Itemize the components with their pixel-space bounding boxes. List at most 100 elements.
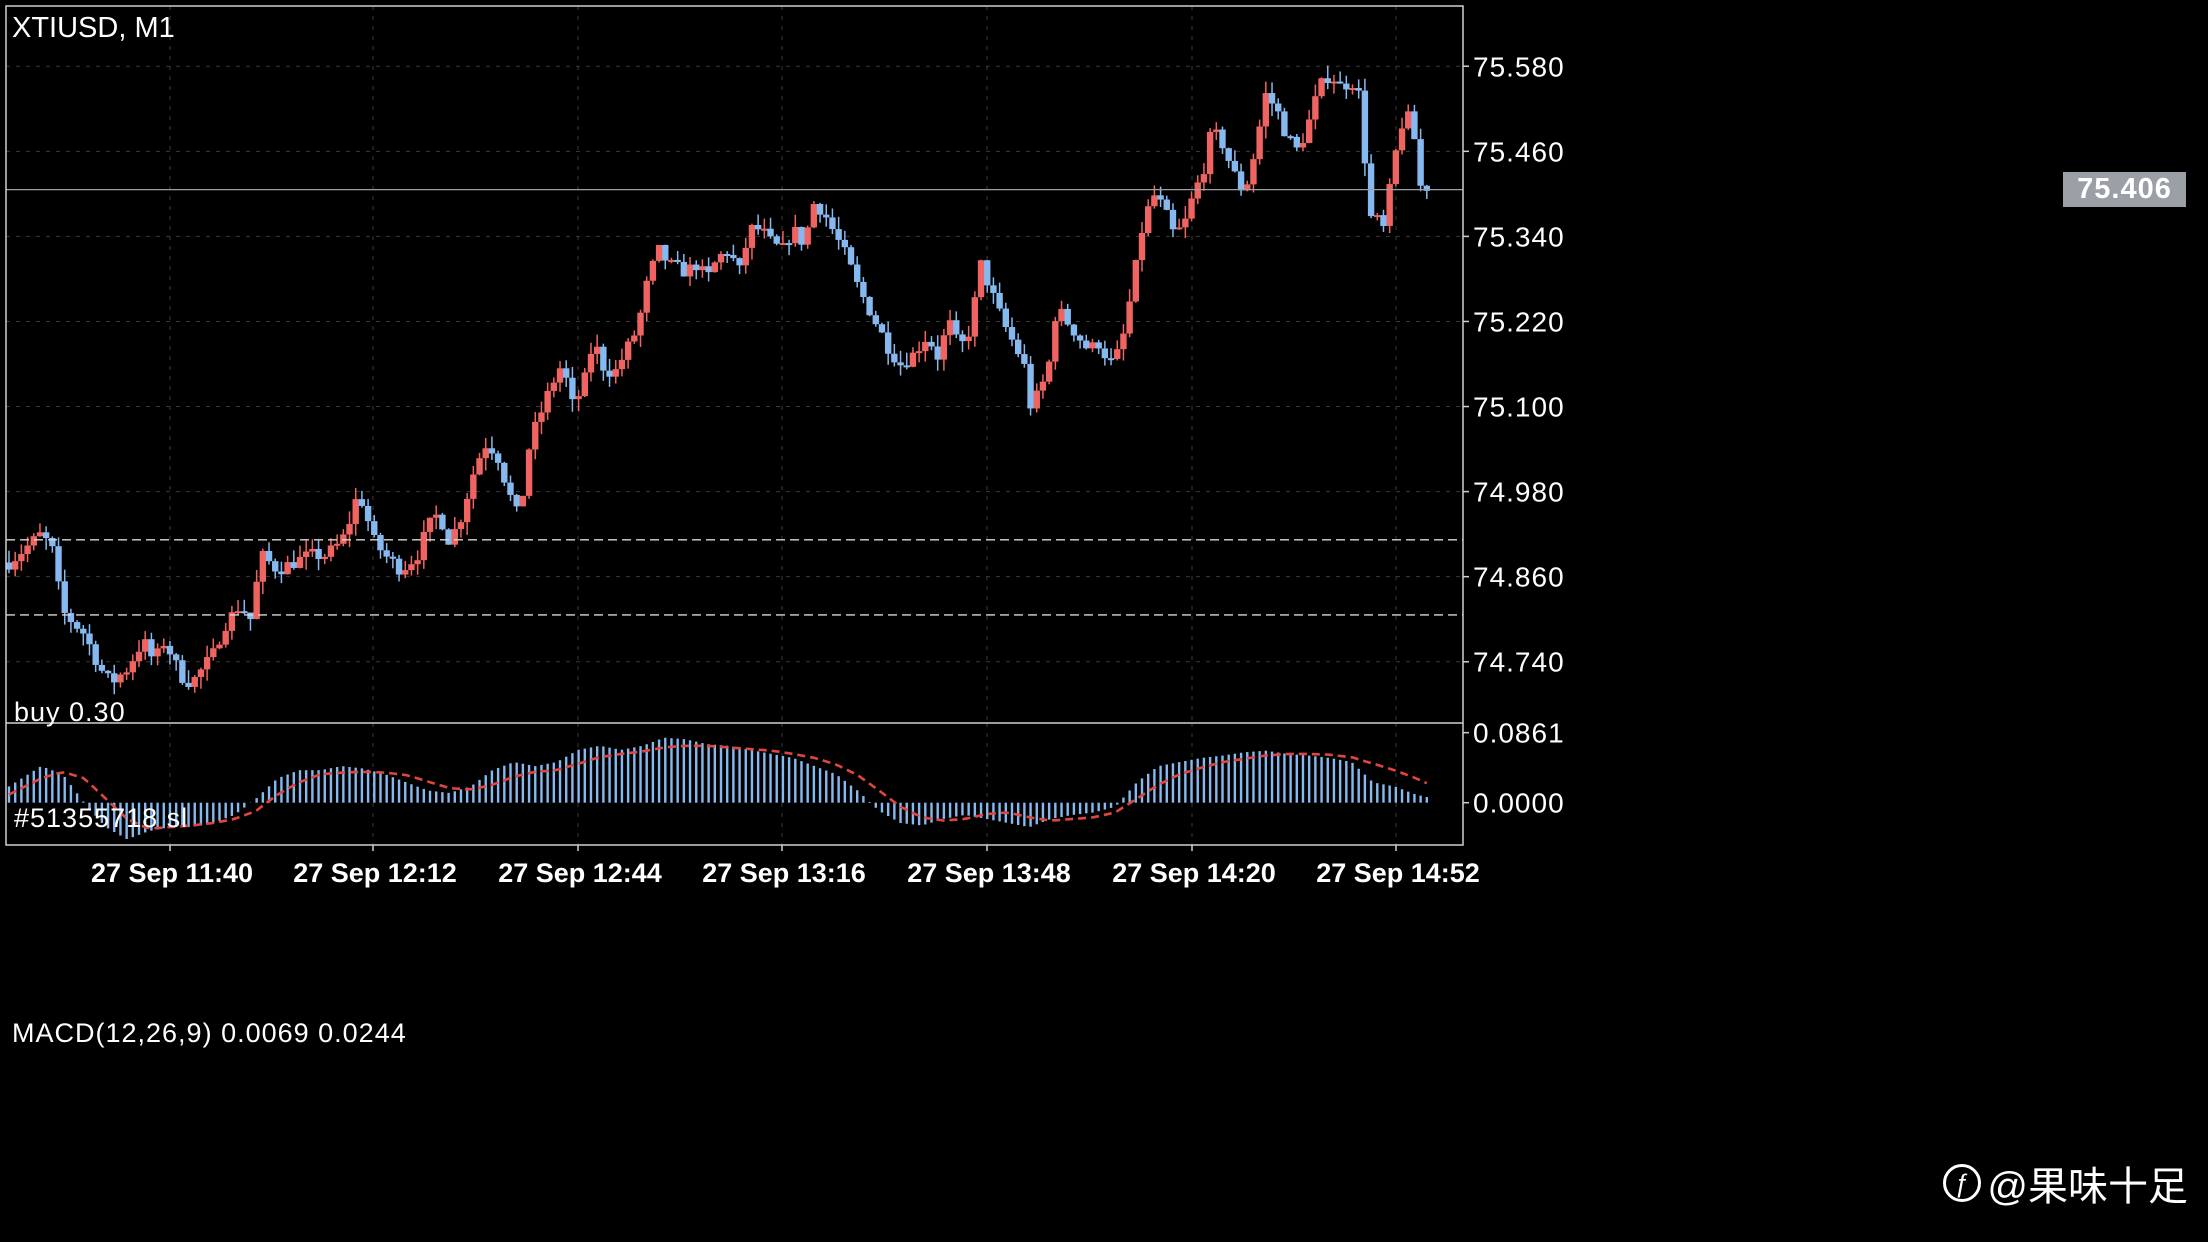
candle-body	[891, 353, 898, 363]
candle-body	[624, 341, 632, 360]
candle-body	[55, 546, 62, 582]
candle-body	[1213, 129, 1220, 132]
candlestick-series	[5, 65, 1431, 695]
candle-body	[1405, 111, 1412, 129]
candle-body	[482, 448, 489, 459]
candle-body	[340, 534, 347, 544]
candle-body	[1262, 93, 1270, 127]
candle-body	[210, 648, 217, 658]
candle-body	[519, 495, 527, 507]
candle-body	[1101, 348, 1109, 359]
candle-body	[612, 369, 619, 377]
candle-body	[1336, 81, 1344, 84]
candle-body	[49, 538, 56, 547]
candle-body	[909, 352, 917, 367]
candle-body	[872, 315, 879, 325]
candle-body	[581, 372, 588, 397]
candle-body	[203, 657, 211, 670]
candle-body	[569, 377, 576, 400]
candle-body	[111, 673, 118, 683]
candle-body	[897, 362, 904, 366]
candle-body	[742, 247, 749, 266]
candle-body	[1169, 209, 1177, 230]
candle-body	[1027, 363, 1034, 409]
candle-body	[928, 341, 935, 347]
candle-body	[847, 247, 855, 265]
candle-body	[327, 545, 335, 557]
x-tick-label: 27 Sep 11:40	[91, 858, 253, 888]
candle-body	[563, 368, 570, 378]
candle-body	[767, 228, 774, 237]
candle-body	[439, 514, 446, 530]
candle-body	[117, 674, 124, 683]
candle-body	[1268, 93, 1276, 104]
candle-body	[643, 280, 650, 313]
candle-body	[1299, 143, 1307, 148]
candle-body	[395, 558, 403, 575]
candle-body	[154, 648, 161, 657]
candle-body	[779, 243, 787, 246]
candle-body	[1163, 199, 1170, 210]
candle-body	[705, 266, 712, 273]
candle-body	[228, 612, 236, 631]
candle-body	[333, 543, 341, 546]
candle-body	[835, 229, 842, 240]
candle-body	[878, 324, 886, 333]
candle-body	[1064, 308, 1071, 325]
candle-body	[470, 474, 477, 499]
candle-body	[42, 532, 50, 539]
candle-body	[990, 285, 997, 293]
y-tick-label: 75.460	[1473, 136, 1565, 167]
candle-body	[259, 550, 267, 582]
candle-body	[1324, 78, 1331, 84]
candle-body	[284, 562, 291, 575]
candle-body	[785, 243, 793, 246]
y-tick-label: 75.220	[1473, 306, 1565, 337]
candle-body	[1008, 327, 1016, 340]
x-tick-label: 27 Sep 14:20	[1112, 858, 1276, 888]
chart-frame	[5, 5, 1464, 846]
candle-body	[1380, 215, 1387, 227]
stop-loss-label[interactable]: #51355718 sl	[14, 803, 189, 833]
candle-body	[278, 571, 285, 575]
candle-body	[1206, 131, 1214, 175]
candle-body	[272, 561, 279, 572]
candle-body	[1250, 159, 1257, 185]
candle-body	[1107, 358, 1115, 361]
candle-body	[179, 660, 186, 683]
candle-body	[1312, 96, 1319, 120]
candle-body	[1305, 119, 1313, 144]
candle-body	[1083, 340, 1090, 349]
candle-body	[11, 561, 19, 570]
candle-body	[773, 236, 780, 244]
candle-body	[618, 359, 626, 370]
candle-body	[600, 346, 607, 371]
candle-body	[1386, 184, 1393, 227]
candle-body	[1151, 195, 1158, 207]
candle-body	[1256, 126, 1263, 160]
candle-body	[680, 261, 688, 277]
candle-body	[241, 611, 248, 614]
candle-body	[222, 630, 229, 645]
candle-body	[1021, 354, 1028, 364]
candle-body	[309, 548, 316, 552]
candle-body	[377, 535, 384, 551]
x-tick-label: 27 Sep 12:44	[498, 858, 662, 888]
candle-body	[30, 536, 37, 546]
candle-body	[884, 332, 892, 354]
candle-body	[426, 517, 434, 532]
candle-body	[934, 346, 941, 360]
candle-body	[606, 370, 613, 377]
candle-body	[1175, 227, 1183, 230]
candle-body	[798, 226, 805, 245]
candle-body	[1132, 260, 1140, 302]
watermark: ƒ @果味十足	[1943, 1154, 2188, 1212]
candle-body	[959, 334, 966, 342]
macd-indicator-label: MACD(12,26,9) 0.0069 0.0244	[12, 1018, 407, 1048]
buy-order-label[interactable]: buy 0.30	[14, 697, 126, 727]
candle-body	[1138, 233, 1146, 261]
candle-body	[488, 448, 496, 454]
candle-body	[383, 550, 390, 557]
candle-body	[1126, 301, 1133, 334]
